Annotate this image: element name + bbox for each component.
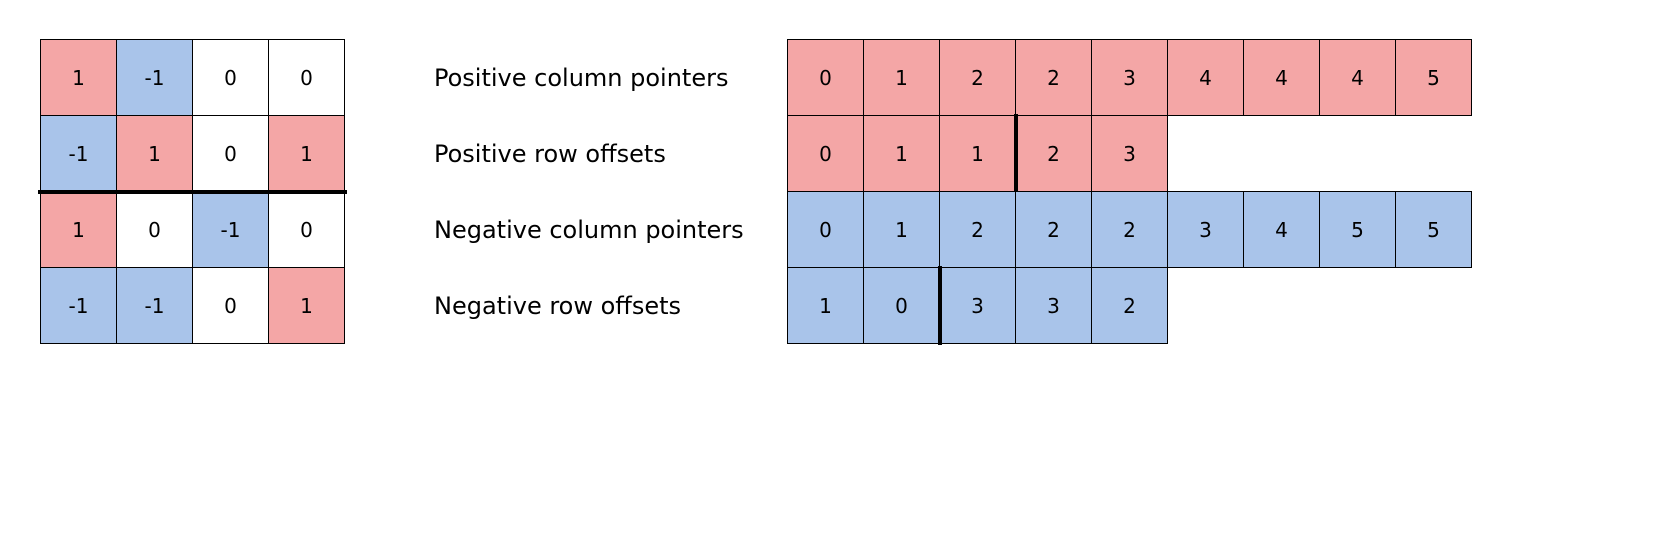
array-cell: 4 [1243, 39, 1320, 116]
array-cell: 0 [863, 267, 940, 344]
array-label: Negative column pointers [434, 216, 744, 244]
matrix-cell: 1 [40, 191, 117, 268]
matrix-cell: -1 [40, 115, 117, 192]
matrix-cell: 1 [40, 39, 117, 116]
array-cell: 1 [787, 267, 864, 344]
matrix-cell: 0 [268, 191, 345, 268]
array-cell: 3 [1167, 191, 1244, 268]
array-cell: 2 [1015, 191, 1092, 268]
array-label: Negative row offsets [434, 292, 682, 320]
matrix-cell: -1 [40, 267, 117, 344]
array-cell: 0 [787, 115, 864, 192]
array-cell: 1 [863, 115, 940, 192]
matrix-cell: -1 [192, 191, 269, 268]
array-cell: 1 [863, 39, 940, 116]
array-cell: 2 [939, 191, 1016, 268]
array-cell: 5 [1395, 39, 1472, 116]
matrix-cell: 0 [268, 39, 345, 116]
array-cell: 0 [787, 39, 864, 116]
array-cell: 4 [1319, 39, 1396, 116]
array-cell: 2 [1015, 39, 1092, 116]
array-cell: 4 [1167, 39, 1244, 116]
array-cell: 4 [1243, 191, 1320, 268]
matrix-cell: -1 [116, 267, 193, 344]
matrix-cell: 1 [268, 267, 345, 344]
matrix-cell: -1 [116, 39, 193, 116]
array-label: Positive column pointers [434, 64, 729, 92]
matrix-row-divider [38, 190, 347, 194]
array-cell: 2 [1091, 267, 1168, 344]
array-cell: 2 [1091, 191, 1168, 268]
array-cell: 5 [1319, 191, 1396, 268]
matrix-cell: 0 [192, 115, 269, 192]
matrix-cell: 0 [116, 191, 193, 268]
array-cell: 3 [1015, 267, 1092, 344]
array-cell: 5 [1395, 191, 1472, 268]
array-cell: 3 [1091, 115, 1168, 192]
matrix-cell: 0 [192, 267, 269, 344]
array-cell: 3 [939, 267, 1016, 344]
matrix-cell: 1 [268, 115, 345, 192]
array-label: Positive row offsets [434, 140, 666, 168]
array-cell: 1 [939, 115, 1016, 192]
array-cell: 3 [1091, 39, 1168, 116]
array-column-divider [1014, 114, 1018, 193]
array-cell: 1 [863, 191, 940, 268]
array-cell: 2 [939, 39, 1016, 116]
matrix-cell: 0 [192, 39, 269, 116]
matrix-cell: 1 [116, 115, 193, 192]
array-cell: 2 [1015, 115, 1092, 192]
array-column-divider [938, 266, 942, 345]
array-cell: 0 [787, 191, 864, 268]
